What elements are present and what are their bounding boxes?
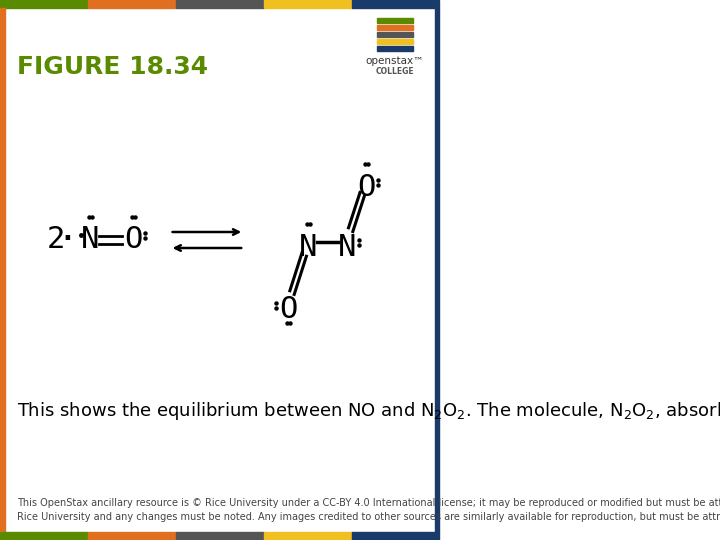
- Bar: [377, 18, 413, 23]
- Bar: [377, 32, 413, 37]
- Text: COLLEGE: COLLEGE: [376, 67, 414, 76]
- Bar: [264, 532, 351, 540]
- Bar: [176, 532, 264, 540]
- Bar: [377, 39, 413, 44]
- Bar: [377, 46, 413, 51]
- Text: N: N: [338, 233, 356, 261]
- Bar: [351, 532, 439, 540]
- Text: openstax™: openstax™: [366, 56, 424, 66]
- Bar: [176, 0, 264, 8]
- Text: O: O: [357, 172, 375, 201]
- Bar: [0, 0, 88, 8]
- Bar: [0, 8, 5, 532]
- Text: N: N: [81, 226, 99, 254]
- Text: O: O: [124, 226, 143, 254]
- Bar: [435, 8, 439, 532]
- Bar: [264, 0, 351, 8]
- Text: 2: 2: [47, 226, 66, 254]
- Text: O: O: [279, 295, 297, 325]
- Text: N: N: [299, 233, 318, 261]
- Bar: [88, 0, 176, 8]
- Text: This OpenStax ancillary resource is © Rice University under a CC-BY 4.0 Internat: This OpenStax ancillary resource is © Ri…: [17, 498, 720, 522]
- Text: This shows the equilibrium between NO and N$_2$O$_2$. The molecule, N$_2$O$_2$, : This shows the equilibrium between NO an…: [17, 400, 720, 422]
- Bar: [351, 0, 439, 8]
- Bar: [88, 532, 176, 540]
- Text: FIGURE 18.34: FIGURE 18.34: [17, 55, 208, 79]
- Bar: [0, 532, 88, 540]
- Text: ·: ·: [57, 223, 78, 257]
- Bar: [377, 25, 413, 30]
